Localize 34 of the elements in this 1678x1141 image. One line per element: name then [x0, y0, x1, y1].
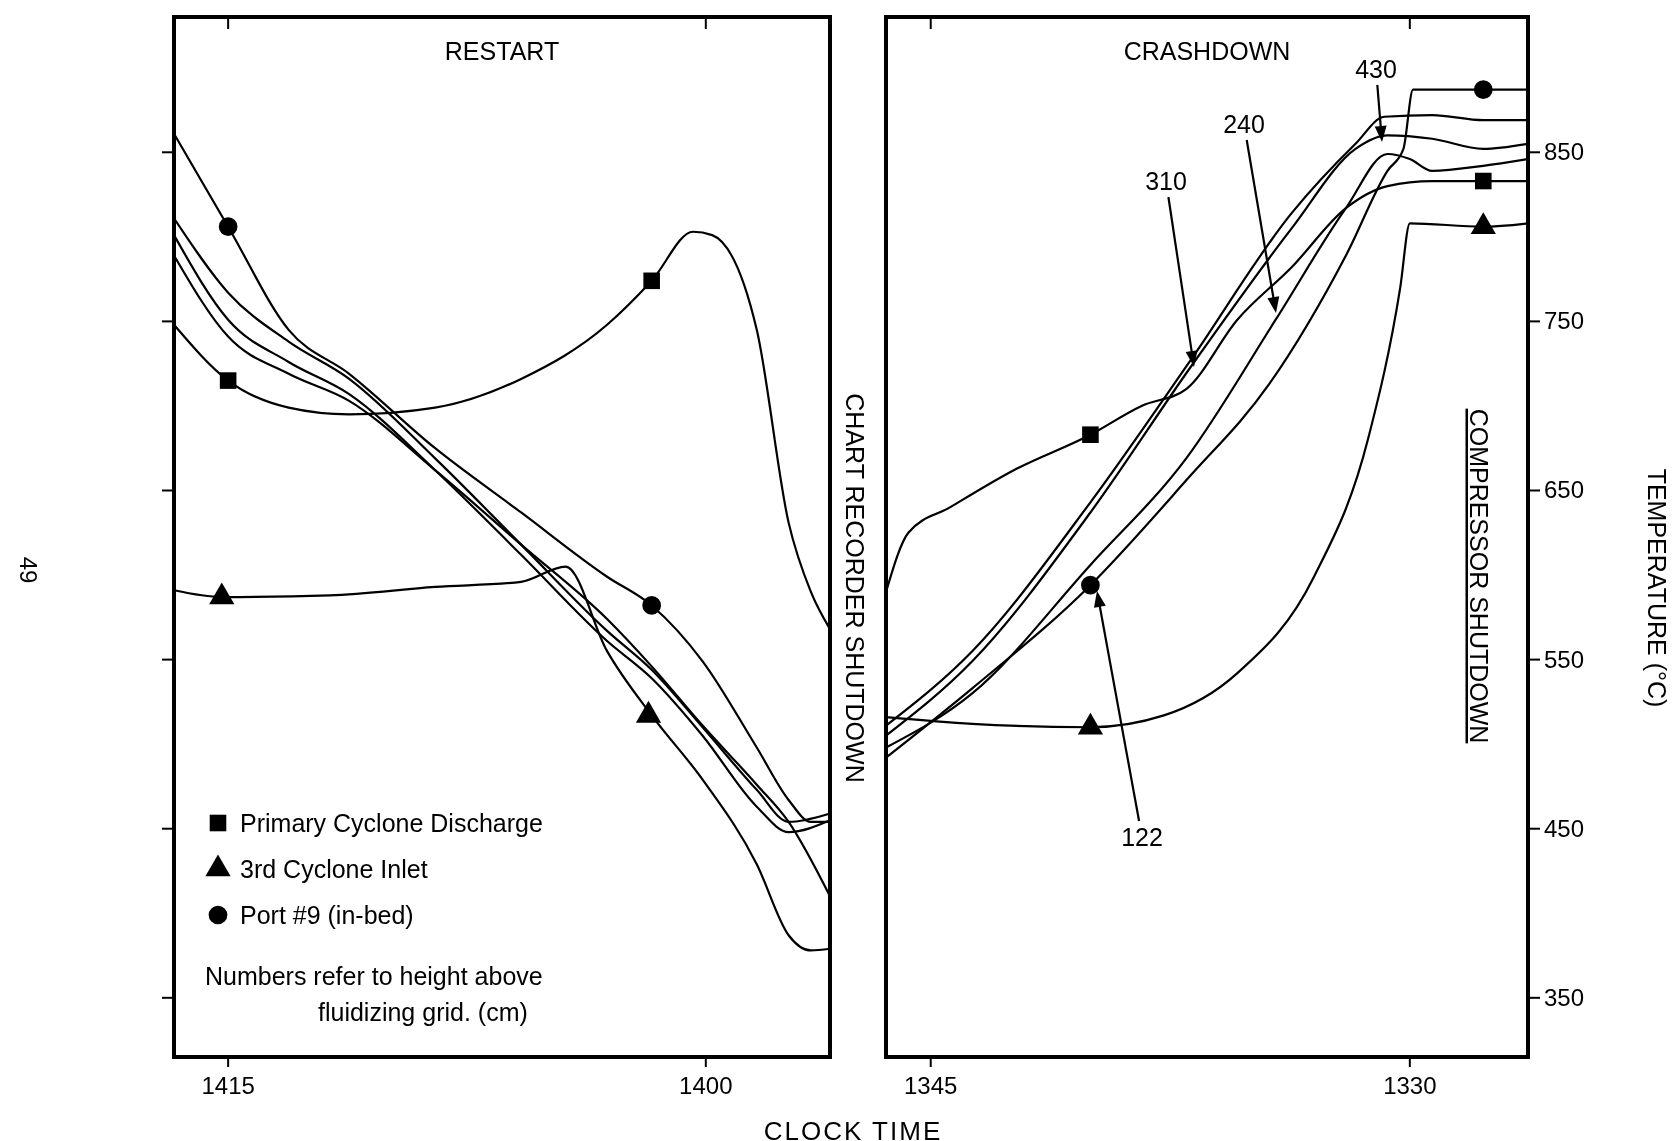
y-tick-label: 850: [1544, 138, 1585, 166]
x-axis-title: CLOCK TIME: [763, 1116, 943, 1141]
y-tick-label: 550: [1544, 645, 1585, 673]
point: [209, 582, 235, 605]
x-tick-label: 1330: [1383, 1072, 1437, 1099]
y-tick-label: 750: [1544, 307, 1585, 335]
point: [1473, 80, 1493, 100]
y-tick-label: 650: [1544, 476, 1585, 504]
point: [635, 700, 662, 723]
y-tick-label: 450: [1544, 814, 1585, 842]
x-tick-label: 1400: [679, 1072, 733, 1099]
point: [1082, 426, 1099, 443]
annotation: COMPRESSOR SHUTDOWN: [1465, 408, 1493, 744]
text: 49: [15, 556, 42, 584]
legend-label: 3rd Cyclone Inlet: [240, 855, 428, 883]
text: RESTART: [444, 37, 560, 65]
annotation: 122: [1121, 823, 1163, 851]
text: CRASHDOWN: [1123, 37, 1291, 65]
y-tick-label: 350: [1544, 983, 1585, 1011]
point: [219, 372, 237, 389]
text: CHART RECORDER SHUTDOWN: [841, 393, 869, 783]
x-tick-label: 1345: [904, 1072, 958, 1099]
point: [1474, 172, 1492, 190]
annotation: 240: [1223, 110, 1265, 138]
annotation: 310: [1145, 167, 1187, 195]
y-axis-title: TEMPERATURE (°C): [1643, 468, 1671, 708]
legend-label: Port #9 (in-bed): [240, 901, 414, 929]
legend-label: Primary Cyclone Discharge: [240, 809, 543, 837]
point: [1081, 575, 1100, 595]
annotation: 430: [1355, 55, 1397, 83]
x-tick-label: 1415: [201, 1072, 255, 1099]
point: [218, 217, 238, 237]
point: [643, 272, 660, 290]
annotation: Numbers refer to height above fluidizing grid. (cm): [205, 962, 543, 1026]
